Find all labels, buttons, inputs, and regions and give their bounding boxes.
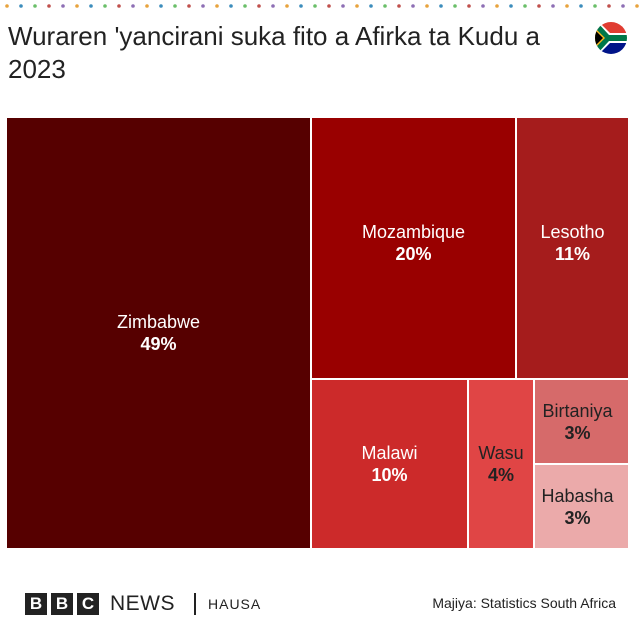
- chart-title: Wuraren 'yancirani suka fito a Afirka ta…: [8, 21, 540, 84]
- treemap-value-label: 3%: [564, 422, 591, 443]
- decorative-dot: [19, 4, 23, 8]
- treemap-value-label: 20%: [395, 244, 432, 264]
- treemap-label: Wasu: [478, 443, 524, 463]
- decorative-dot: [47, 4, 51, 8]
- decorative-dot: [537, 4, 541, 8]
- decorative-dot: [285, 4, 289, 8]
- decorative-dot: [5, 4, 9, 8]
- decorative-dot: [369, 4, 373, 8]
- treemap-cell-mozambique: Mozambique 20%: [312, 118, 515, 378]
- treemap-label: Mozambique: [361, 222, 466, 242]
- treemap-cell-wasu: Wasu 4%: [469, 380, 533, 548]
- decorative-dot: [355, 4, 359, 8]
- bbc-logo-letter: C: [77, 593, 99, 615]
- treemap-cell-lesotho: Lesotho 11%: [517, 118, 628, 378]
- bbc-news-wordmark: NEWS: [110, 592, 175, 615]
- decorative-dot: [145, 4, 149, 8]
- decorative-dot: [621, 4, 625, 8]
- decorative-dot: [425, 4, 429, 8]
- decorative-dot: [61, 4, 65, 8]
- decorative-dot: [439, 4, 443, 8]
- decorative-dot: [131, 4, 135, 8]
- decorative-dot: [341, 4, 345, 8]
- brand-separator: [194, 593, 196, 615]
- treemap-label: Zimbabwe: [116, 312, 201, 332]
- decorative-dot: [173, 4, 177, 8]
- decorative-dot: [117, 4, 121, 8]
- treemap-cell-habasha: Habasha 3%: [535, 465, 628, 548]
- decorative-dot: [75, 4, 79, 8]
- treemap-value-label: 11%: [554, 244, 591, 264]
- service-name: HAUSA: [208, 596, 262, 612]
- decorative-dot: [509, 4, 513, 8]
- decorative-dot: [187, 4, 191, 8]
- decorative-dot: [635, 4, 639, 8]
- decorative-dot: [523, 4, 527, 8]
- decorative-dot: [159, 4, 163, 8]
- decorative-dot: [243, 4, 247, 8]
- treemap-chart: Zimbabwe 49% Mozambique 20% Lesotho 11% Malawi…: [7, 118, 628, 548]
- decorative-dot: [411, 4, 415, 8]
- treemap-label: Habasha: [541, 485, 614, 506]
- treemap-label: Birtaniya: [542, 400, 613, 421]
- decorative-dot: [453, 4, 457, 8]
- south-africa-flag-icon: [595, 22, 627, 54]
- decorative-dot: [383, 4, 387, 8]
- footer: B B C NEWS HAUSA Majiya: Statistics Sout…: [0, 585, 640, 621]
- decorative-dot: [495, 4, 499, 8]
- decorative-dot: [201, 4, 205, 8]
- decorative-dot: [299, 4, 303, 8]
- treemap-value-label: 49%: [140, 334, 177, 354]
- treemap-cell-birtaniya: Birtaniya 3%: [535, 380, 628, 463]
- treemap-cell-zimbabwe: Zimbabwe 49%: [7, 118, 310, 548]
- bbc-logo-letter: B: [51, 593, 73, 615]
- decorative-dot: [607, 4, 611, 8]
- decorative-dot: [271, 4, 275, 8]
- bbc-logo-letter: B: [25, 593, 47, 615]
- decorative-dot: [565, 4, 569, 8]
- source-note: Majiya: Statistics South Africa: [432, 595, 616, 611]
- decorative-dot: [481, 4, 485, 8]
- decorative-dot: [467, 4, 471, 8]
- treemap-value-label: 10%: [371, 465, 408, 485]
- decorative-dot: [89, 4, 93, 8]
- decorative-dot: [593, 4, 597, 8]
- decorative-dot: [33, 4, 37, 8]
- treemap-value-label: 3%: [564, 507, 591, 528]
- decorative-dot: [579, 4, 583, 8]
- decorative-dot: [327, 4, 331, 8]
- treemap-label: Malawi: [361, 443, 418, 463]
- decorative-dot: [551, 4, 555, 8]
- decorative-dot: [229, 4, 233, 8]
- treemap-label: Lesotho: [540, 222, 605, 242]
- decorative-dot-border: [5, 4, 639, 8]
- decorative-dot: [215, 4, 219, 8]
- treemap-cell-malawi: Malawi 10%: [312, 380, 467, 548]
- decorative-dot: [313, 4, 317, 8]
- decorative-dot: [103, 4, 107, 8]
- decorative-dot: [397, 4, 401, 8]
- treemap-value-label: 4%: [487, 465, 514, 485]
- decorative-dot: [257, 4, 261, 8]
